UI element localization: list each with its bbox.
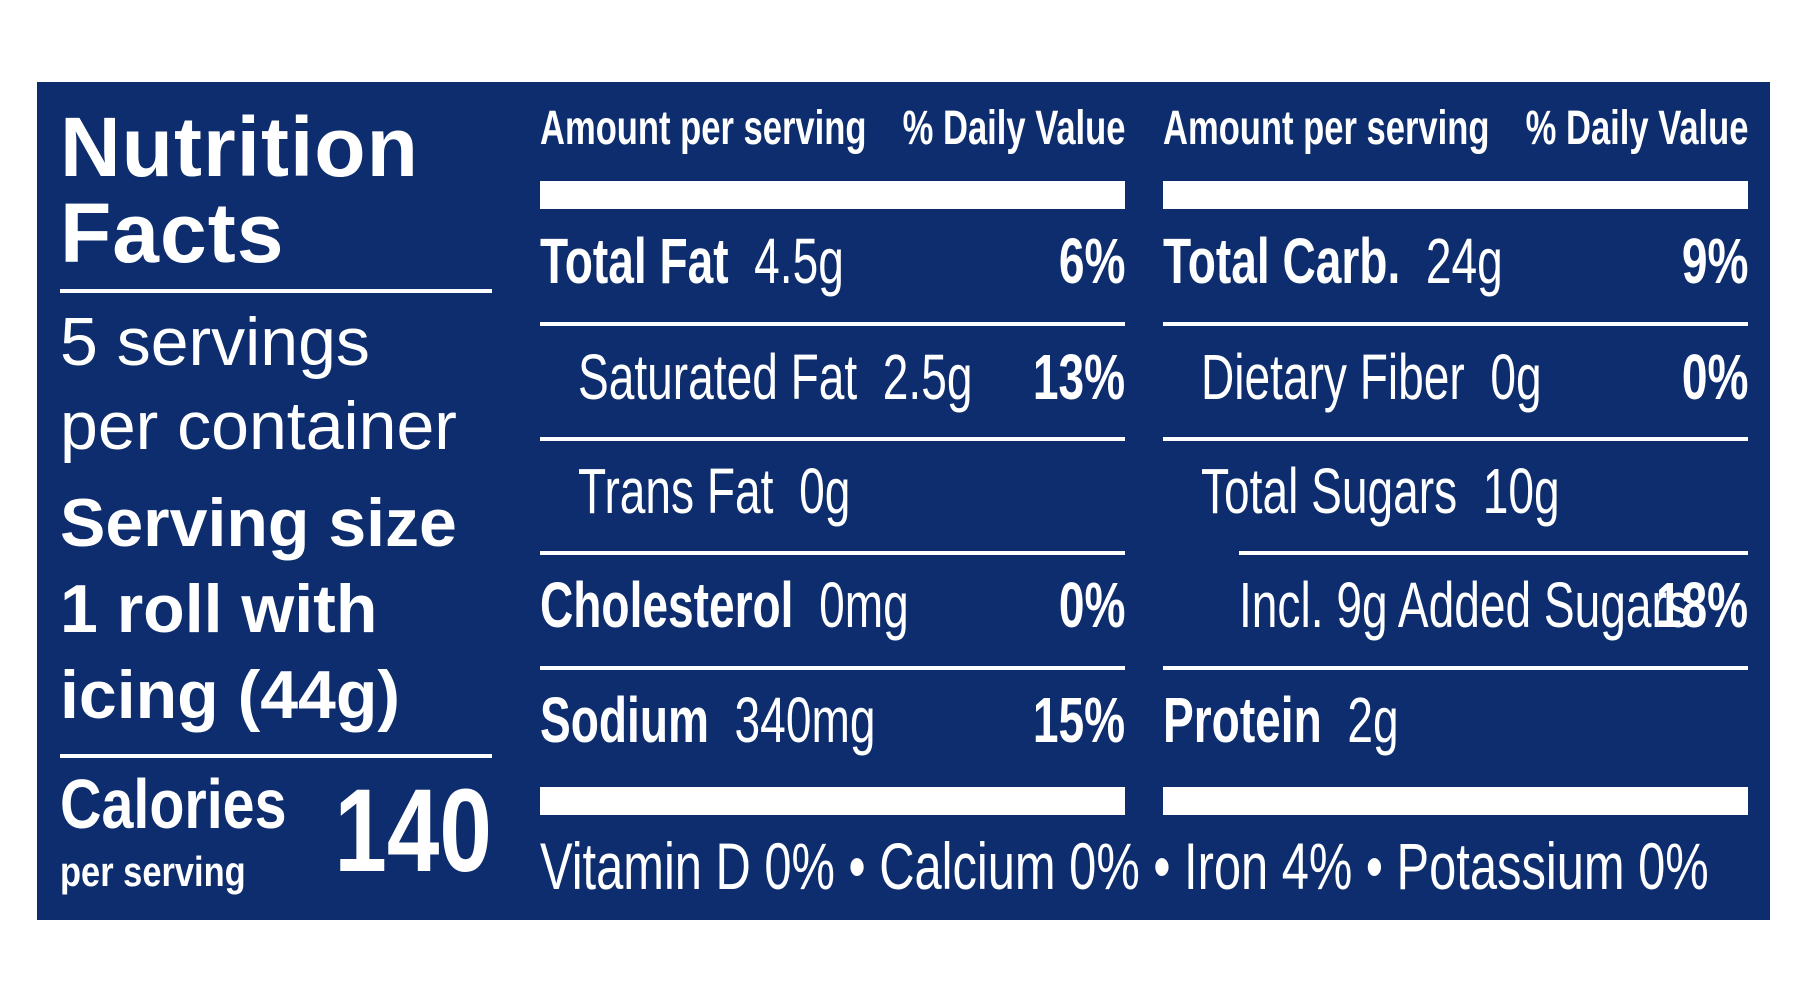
nutrient-amount: 2g	[1347, 684, 1399, 756]
nutrient-name: Protein	[1163, 684, 1322, 756]
nutrient-row-total-sugars: Total Sugars 10g	[1163, 454, 1748, 528]
nutrient-amount: 340mg	[734, 684, 876, 756]
nutrient-name: Dietary Fiber	[1201, 341, 1465, 413]
amount-per-serving-header: Amount per serving	[540, 102, 867, 155]
daily-value-header: % Daily Value	[902, 102, 1125, 155]
right-nutrient-table: Amount per serving % Daily Value Total C…	[1163, 82, 1748, 920]
nutrient-name: Total Fat	[540, 225, 729, 297]
nutrient-amount: 24g	[1425, 225, 1503, 297]
nutrient-pct: 18%	[1655, 569, 1748, 641]
nutrient-amount: 0g	[1490, 341, 1542, 413]
calories-per-serving-label: per serving	[60, 848, 246, 895]
serving-size-line-2: 1 roll with	[60, 571, 378, 647]
nutrient-pct: 9%	[1681, 225, 1748, 297]
serving-size: Serving size 1 roll with icing (44g)	[60, 480, 457, 738]
nutrient-row-protein: Protein 2g	[1163, 683, 1748, 757]
nutrient-name: Saturated Fat	[578, 341, 858, 413]
row-divider	[1163, 437, 1748, 441]
nutrient-row-total-fat: Total Fat 4.5g 6%	[540, 224, 1125, 298]
footer-thick-rule	[540, 787, 1125, 815]
header-thick-rule	[1163, 181, 1748, 209]
nutrient-amount: 10g	[1482, 455, 1560, 527]
servings-line-1: 5 servings	[60, 304, 370, 380]
nutrient-name: Incl. 9g Added Sugars	[1239, 569, 1690, 641]
row-divider	[1163, 322, 1748, 326]
nutrient-row-total-carb: Total Carb. 24g 9%	[1163, 224, 1748, 298]
footer-thick-rule	[1163, 787, 1748, 815]
nutrient-amount: 4.5g	[754, 225, 844, 297]
serving-size-line-1: Serving size	[60, 485, 457, 561]
left-nutrient-table: Amount per serving % Daily Value Total F…	[540, 82, 1125, 920]
nutrient-pct: 0%	[1681, 341, 1748, 413]
serving-divider	[60, 754, 492, 758]
nutrient-pct: 13%	[1032, 341, 1125, 413]
vitamins-minerals-line: Vitamin D 0% • Calcium 0% • Iron 4% • Po…	[540, 829, 1709, 903]
row-divider	[540, 437, 1125, 441]
row-divider	[1239, 551, 1748, 555]
nutrient-pct: 6%	[1058, 225, 1125, 297]
nutrient-name: Cholesterol	[540, 569, 794, 641]
nutrient-row-dietary-fiber: Dietary Fiber 0g 0%	[1163, 340, 1748, 414]
amount-per-serving-header: Amount per serving	[1163, 102, 1490, 155]
calories-label: Calories	[60, 765, 287, 843]
nutrient-row-sodium: Sodium 340mg 15%	[540, 683, 1125, 757]
nutrient-pct: 0%	[1058, 569, 1125, 641]
left-table-header: Amount per serving % Daily Value	[540, 104, 1125, 154]
nutrient-amount: 2.5g	[882, 341, 973, 413]
row-divider	[540, 322, 1125, 326]
nutrient-name: Total Sugars	[1201, 455, 1458, 527]
nutrient-name: Trans Fat	[578, 455, 774, 527]
serving-size-line-3: icing (44g)	[60, 657, 401, 733]
calories-value: 140	[334, 765, 492, 897]
nutrition-facts-title: Nutrition Facts	[60, 104, 419, 276]
nutrient-name: Total Carb.	[1163, 225, 1401, 297]
nutrient-row-added-sugars: Incl. 9g Added Sugars 18%	[1163, 568, 1748, 642]
title-line-2: Facts	[60, 186, 285, 280]
nutrient-pct: 15%	[1032, 684, 1125, 756]
daily-value-header: % Daily Value	[1525, 102, 1748, 155]
nutrient-amount: 0g	[799, 455, 851, 527]
row-divider	[1163, 666, 1748, 670]
header-thick-rule	[540, 181, 1125, 209]
nutrient-amount: 0mg	[819, 569, 909, 641]
servings-line-2: per container	[60, 388, 457, 464]
nutrient-row-cholesterol: Cholesterol 0mg 0%	[540, 568, 1125, 642]
title-line-1: Nutrition	[60, 100, 419, 194]
nutrient-row-saturated-fat: Saturated Fat 2.5g 13%	[540, 340, 1125, 414]
row-divider	[540, 551, 1125, 555]
nutrient-row-trans-fat: Trans Fat 0g	[540, 454, 1125, 528]
title-divider	[60, 289, 492, 293]
servings-per-container: 5 servings per container	[60, 300, 457, 468]
nutrition-facts-panel: Nutrition Facts 5 servings per container…	[37, 82, 1770, 920]
row-divider	[540, 666, 1125, 670]
right-table-header: Amount per serving % Daily Value	[1163, 104, 1748, 154]
nutrient-name: Sodium	[540, 684, 709, 756]
